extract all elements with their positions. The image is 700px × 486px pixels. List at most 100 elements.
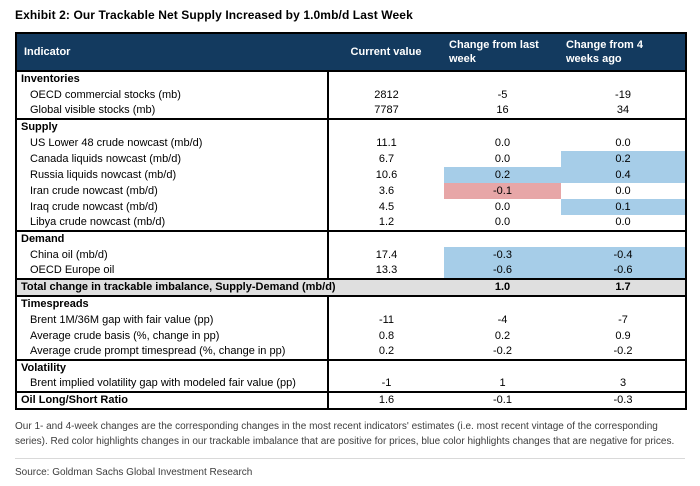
total-change-4week-cell: 1.7 xyxy=(561,278,686,297)
table-row-item: Libya crude nowcast (mb/d) 1.2 0.0 0.0 xyxy=(16,215,686,231)
column-header-indicator: Indicator xyxy=(16,33,328,72)
table-body: Inventories OECD commercial stocks (mb) 28… xyxy=(16,70,686,409)
table-row-item: US Lower 48 crude nowcast (mb/d) 11.1 0.0 0… xyxy=(16,135,686,151)
column-header-change-last-week: Change from last week xyxy=(444,33,561,72)
current-value-cell: 2812 xyxy=(374,88,399,101)
change-week-cell: 0.0 xyxy=(494,216,511,228)
table-row-item: Brent 1M/36M gap with fair value (pp) -11… xyxy=(16,312,686,328)
change-week-cell: -0.1 xyxy=(444,391,561,409)
table-row-section: Supply xyxy=(16,118,686,135)
change-4week-cell: 0.0 xyxy=(615,184,631,197)
total-change-week-cell: 1.0 xyxy=(444,278,561,297)
change-4week-cell: -7 xyxy=(618,313,628,326)
table-row-item: Global visible stocks (mb) 7787 16 34 xyxy=(16,103,686,119)
table-row-item: OECD commercial stocks (mb) 2812 -5 -19 xyxy=(16,87,686,103)
table-row-total: Total change in trackable imbalance, Sup… xyxy=(16,278,686,297)
table-row-item: Brent implied volatility gap with modele… xyxy=(16,376,686,392)
empty-cell xyxy=(444,359,561,376)
table-row-item: OECD Europe oil 13.3 -0.6 -0.6 xyxy=(16,263,686,279)
empty-cell xyxy=(561,359,686,376)
indicator-label: Brent implied volatility gap with modele… xyxy=(16,376,329,392)
column-header-change-4-weeks: Change from 4 weeks ago xyxy=(561,33,686,72)
total-label: Total change in trackable imbalance, Sup… xyxy=(16,278,444,297)
table-row-item: China oil (mb/d) 17.4 -0.3 -0.4 xyxy=(16,247,686,263)
indicator-label: OECD commercial stocks (mb) xyxy=(16,87,329,103)
change-week-cell: 16 xyxy=(496,104,509,116)
indicator-label: Libya crude nowcast (mb/d) xyxy=(16,215,329,231)
change-week-cell: 0.0 xyxy=(494,136,511,149)
change-4week-cell: 0.9 xyxy=(615,329,631,342)
current-value-cell: 13.3 xyxy=(375,264,398,276)
change-4week-cell: -0.2 xyxy=(613,345,633,357)
section-label: Demand xyxy=(16,230,329,247)
source-line: Source: Goldman Sachs Global Investment … xyxy=(15,467,253,478)
current-value-cell: 3.6 xyxy=(378,184,395,197)
empty-cell xyxy=(561,118,686,135)
indicator-label: Global visible stocks (mb) xyxy=(16,103,329,119)
change-4week-cell: 34 xyxy=(616,104,630,116)
indicator-label: Russia liquids nowcast (mb/d) xyxy=(16,167,329,183)
change-4week-cell: 0.0 xyxy=(615,216,631,228)
table-row-section: Timespreads xyxy=(16,295,686,312)
indicator-label: US Lower 48 crude nowcast (mb/d) xyxy=(16,135,329,151)
table-row-item: Iraq crude nowcast (mb/d) 4.5 0.0 0.1 xyxy=(16,199,686,215)
current-value-cell: 10.6 xyxy=(375,168,398,181)
change-4week-cell: -0.4 xyxy=(561,247,686,263)
column-header-current-value: Current value xyxy=(328,33,444,72)
table-row-section: Inventories xyxy=(16,70,686,87)
indicators-table: Indicator Current value Change from last… xyxy=(15,32,687,410)
empty-cell xyxy=(444,230,561,247)
table-row-bold: Oil Long/Short Ratio 1.6 -0.1 -0.3 xyxy=(16,391,686,409)
indicator-label: Oil Long/Short Ratio xyxy=(16,391,329,409)
change-4week-cell: -19 xyxy=(615,88,631,101)
current-value-cell: 1.2 xyxy=(378,216,395,228)
change-week-cell: 1 xyxy=(499,377,506,389)
change-4week-cell: -0.6 xyxy=(561,263,686,279)
current-value-cell: 7787 xyxy=(374,104,399,116)
change-week-cell: 0.2 xyxy=(444,167,561,183)
current-value-cell: -11 xyxy=(378,313,395,326)
indicator-label: Average crude basis (%, change in pp) xyxy=(16,328,329,344)
change-4week-cell: 3 xyxy=(619,377,627,389)
exhibit-title: Exhibit 2: Our Trackable Net Supply Incr… xyxy=(15,8,413,22)
indicator-label: Average crude prompt timespread (%, chan… xyxy=(16,344,329,360)
change-week-cell: -0.6 xyxy=(444,263,561,279)
empty-cell xyxy=(328,295,444,312)
empty-cell xyxy=(561,70,686,87)
section-label: Inventories xyxy=(16,70,329,87)
section-label: Volatility xyxy=(16,359,329,376)
current-value-cell: 17.4 xyxy=(375,248,398,261)
empty-cell xyxy=(561,230,686,247)
section-label: Timespreads xyxy=(16,295,329,312)
empty-cell xyxy=(444,118,561,135)
footer-divider xyxy=(15,458,685,459)
change-week-cell: -4 xyxy=(497,313,508,326)
table-row-item: Average crude prompt timespread (%, chan… xyxy=(16,344,686,360)
table-row-item: Canada liquids nowcast (mb/d) 6.7 0.0 0.2 xyxy=(16,151,686,167)
current-value-cell: -1 xyxy=(381,377,392,389)
indicator-label: Iran crude nowcast (mb/d) xyxy=(16,183,329,199)
empty-cell xyxy=(328,230,444,247)
change-week-cell: -0.1 xyxy=(444,183,561,199)
change-week-cell: 0.0 xyxy=(494,200,511,213)
indicator-label: Iraq crude nowcast (mb/d) xyxy=(16,199,329,215)
empty-cell xyxy=(328,359,444,376)
table-row-section: Demand xyxy=(16,230,686,247)
table-header-row: Indicator Current value Change from last… xyxy=(16,33,686,72)
current-value-cell: 4.5 xyxy=(378,200,395,213)
section-label: Supply xyxy=(16,118,329,135)
indicator-label: China oil (mb/d) xyxy=(16,247,329,263)
table-row-item: Russia liquids nowcast (mb/d) 10.6 0.2 0.4 xyxy=(16,167,686,183)
empty-cell xyxy=(328,118,444,135)
empty-cell xyxy=(444,70,561,87)
change-week-cell: -0.2 xyxy=(493,345,512,357)
change-week-cell: -5 xyxy=(497,88,508,101)
indicator-label: Canada liquids nowcast (mb/d) xyxy=(16,151,329,167)
change-4week-cell: 0.1 xyxy=(561,199,686,215)
change-week-cell: -0.3 xyxy=(444,247,561,263)
current-value-cell: 0.2 xyxy=(378,345,395,357)
table-row-section: Volatility xyxy=(16,359,686,376)
indicator-label: OECD Europe oil xyxy=(16,263,329,279)
indicator-label: Brent 1M/36M gap with fair value (pp) xyxy=(16,312,329,328)
change-4week-cell: -0.3 xyxy=(561,391,686,409)
